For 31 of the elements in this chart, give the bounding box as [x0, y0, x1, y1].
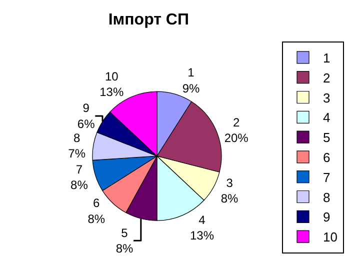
data-label: 20% [224, 131, 249, 146]
slice-label: 5 [121, 226, 128, 240]
slice-label: 3 [226, 176, 234, 190]
slice-label: 10 [104, 70, 119, 84]
slice-label: 1 [188, 66, 195, 80]
legend-label: 7 [323, 170, 330, 185]
legend-label: 4 [323, 110, 330, 126]
data-label: 8% [88, 212, 106, 226]
legend-label: 10 [323, 230, 338, 245]
legend-label: 5 [323, 130, 330, 146]
data-label: 9% [182, 81, 200, 96]
legend-label: 6 [323, 150, 330, 166]
legend-label: 9 [323, 210, 330, 225]
data-label: 13% [190, 228, 214, 243]
legend-label: 2 [323, 70, 330, 86]
data-label: 13% [100, 85, 124, 100]
slice-label: 2 [233, 116, 240, 130]
legend-label: 8 [323, 190, 330, 205]
data-label: 8% [70, 178, 88, 192]
slice-label: 8 [74, 130, 81, 145]
data-label: 8% [220, 191, 239, 206]
slice-label: 9 [82, 101, 90, 116]
data-label: 8% [116, 241, 134, 256]
data-label: 7% [68, 146, 86, 160]
slice-label: 4 [198, 212, 206, 227]
legend-label: 1 [323, 50, 330, 66]
legend-label: 3 [323, 90, 330, 106]
slice-label: 7 [76, 162, 83, 177]
data-label: 6% [77, 116, 96, 131]
chart-title: Імпорт СП [108, 11, 189, 28]
slice-label: 6 [93, 196, 100, 210]
